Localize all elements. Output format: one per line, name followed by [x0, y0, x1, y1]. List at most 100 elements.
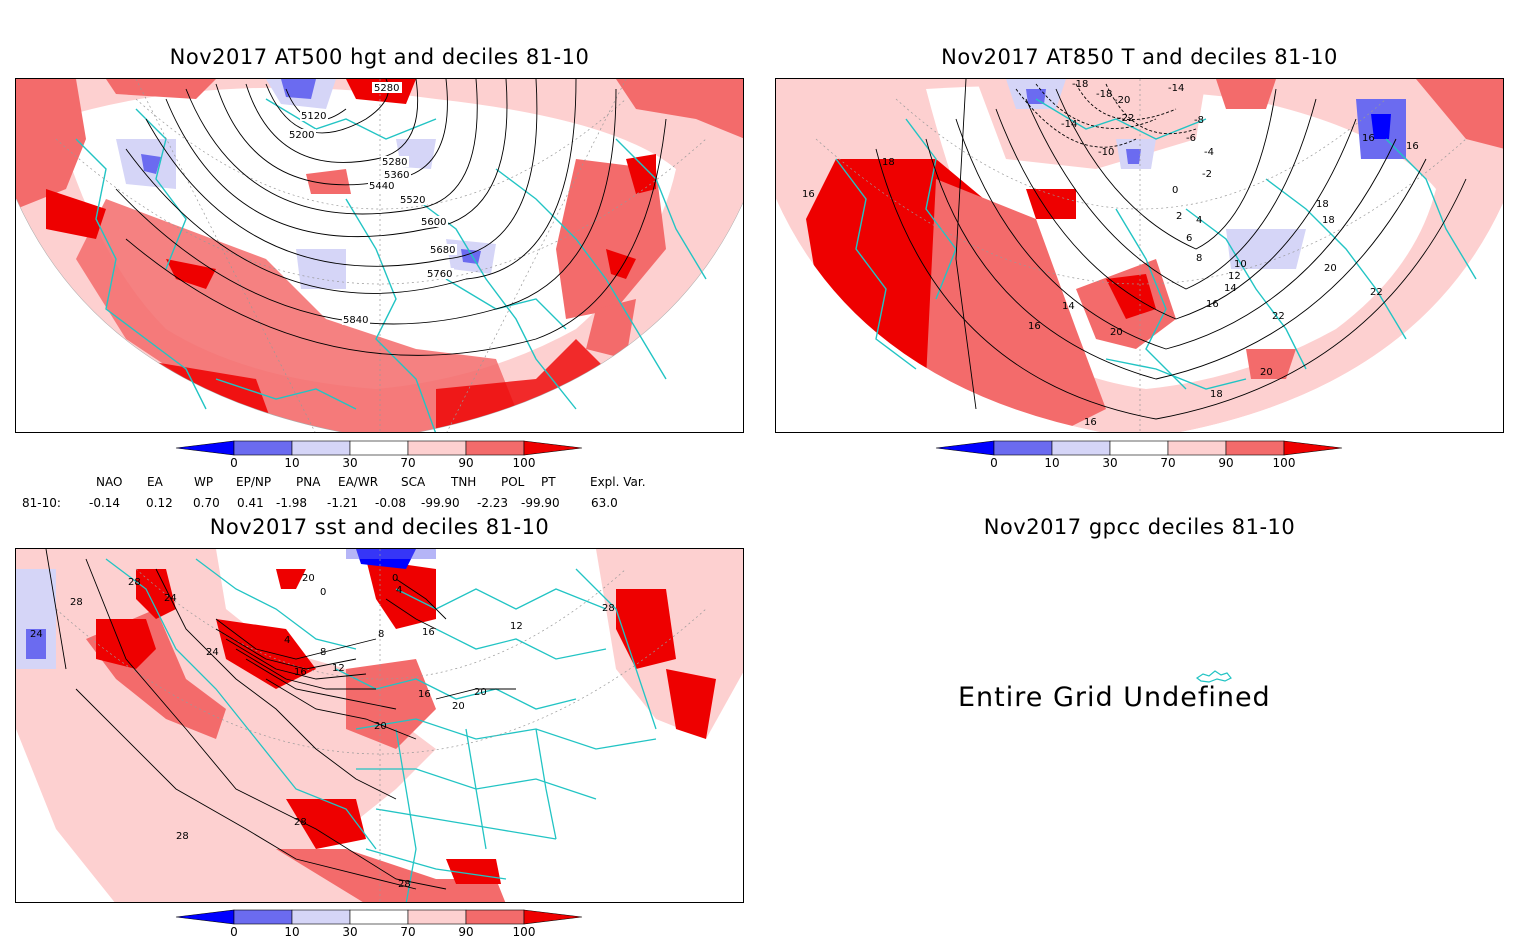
colorbar-tick-label: 30: [342, 925, 357, 939]
index-value: -1.98: [276, 496, 308, 510]
colorbar-tick-label: 90: [458, 925, 473, 939]
panel-title-gpcc: Nov2017 gpcc deciles 81-10: [983, 515, 1296, 539]
t850-contour-label: -10: [1098, 147, 1114, 158]
sst-contour-label: 16: [294, 667, 307, 678]
colorbar-segment: [407, 909, 467, 925]
index-header: PNA: [296, 475, 321, 489]
t850-contour-label: 0: [1172, 185, 1178, 196]
colorbar-segment: [349, 440, 409, 456]
z500-contour-label: 5440: [369, 181, 394, 192]
index-value: -0.08: [375, 496, 407, 510]
colorbar-segment: [465, 909, 525, 925]
z500-contour-label: 5200: [289, 130, 314, 141]
colorbar-tick-label: 90: [1218, 456, 1233, 470]
z500-contour-label: 5280: [374, 83, 399, 94]
index-header: EP/NP: [236, 475, 272, 489]
t850-contour-label: 18: [1316, 199, 1329, 210]
index-value: 63.0: [591, 496, 618, 510]
colorbar-tick-label: 100: [1273, 456, 1296, 470]
colorbar-tick-label: 100: [513, 925, 536, 939]
z500-contour-label: 5760: [427, 269, 452, 280]
colorbar-segment: [1167, 440, 1227, 456]
t850-contour-label: 16: [1084, 417, 1097, 428]
index-row-label: 81-10:: [22, 496, 61, 510]
t850-contour-label: 16: [1362, 133, 1375, 144]
t850-contour-label: -18: [1072, 79, 1088, 90]
sst-contour-label: 0: [320, 587, 326, 598]
t850-contour-label: -14: [1168, 83, 1184, 94]
colorbar-tick-label: 10: [1044, 456, 1059, 470]
colorbar-t850: 0 10 30 70 90 100: [935, 440, 1343, 470]
index-value: 0.12: [146, 496, 173, 510]
t850-contour-label: -2: [1202, 169, 1212, 180]
panel-title-z500: Nov2017 AT500 hgt and deciles 81-10: [169, 45, 590, 69]
sst-contour-label: 4: [284, 635, 290, 646]
index-header: PT: [541, 475, 556, 489]
sst-contour-label: 28: [294, 817, 307, 828]
colorbar-segment: [349, 909, 409, 925]
colorbar-tick-label: 0: [230, 456, 238, 470]
map-t850: -18 -18 -20 -14 -14 -22 -8 -6 -10 -4 -2 …: [776, 79, 1503, 432]
index-header: NAO: [96, 475, 123, 489]
t850-contour-label: 6: [1186, 233, 1192, 244]
t850-contour-label: -4: [1204, 147, 1214, 158]
map-panel-sst: 28 28 24 24 20 0 0 4 4 8 8 12 16 16 20 2…: [15, 548, 744, 903]
t850-contour-label: 16: [802, 189, 815, 200]
sst-contour-label: 24: [164, 593, 177, 604]
t850-contour-label: 22: [1370, 287, 1383, 298]
z500-contour-label: 5120: [301, 111, 326, 122]
t850-contour-label: 16: [1406, 141, 1419, 152]
sst-contour-label: 28: [176, 831, 189, 842]
map-panel-z500: 5280 5120 5200 5280 5360 5440 5520 5600 …: [15, 78, 744, 433]
sst-contour-label: 20: [474, 687, 487, 698]
colorbar-tick-label: 30: [1102, 456, 1117, 470]
index-value: 0.41: [237, 496, 264, 510]
colorbar-tick-label: 70: [400, 925, 415, 939]
colorbar-segment: [465, 440, 525, 456]
colorbar-sst: 0 10 30 70 90 100: [175, 909, 583, 939]
colorbar-tick-label: 100: [513, 456, 536, 470]
colorbar-tick-label: 10: [284, 925, 299, 939]
colorbar-segment: [233, 440, 293, 456]
colorbar-tick-label: 0: [230, 925, 238, 939]
sst-contour-label: 20: [302, 573, 315, 584]
t850-contour-label: 14: [1062, 301, 1075, 312]
sst-contour-label: 16: [418, 689, 431, 700]
colorbar-segment: [233, 909, 293, 925]
sst-contour-label: 20: [374, 721, 387, 732]
sst-contour-label: 24: [206, 647, 219, 658]
colorbar-segment: [1051, 440, 1111, 456]
sst-contour-label: 8: [320, 647, 326, 658]
colorbar-segment: [175, 440, 235, 456]
z500-contour-label: 5520: [400, 195, 425, 206]
t850-contour-label: 14: [1224, 283, 1237, 294]
map-sst: 28 28 24 24 20 0 0 4 4 8 8 12 16 16 20 2…: [16, 549, 743, 902]
sst-contour-label: 16: [422, 627, 435, 638]
index-header: EA: [147, 475, 163, 489]
t850-contour-labels: -18 -18 -20 -14 -14 -22 -8 -6 -10 -4 -2 …: [802, 79, 1419, 428]
t850-contour-label: -14: [1061, 119, 1077, 130]
map-z500: 5280 5120 5200 5280 5360 5440 5520 5600 …: [16, 79, 743, 432]
colorbar-tick-label: 0: [990, 456, 998, 470]
t850-contour-label: 12: [1228, 271, 1241, 282]
t850-contour-label: 16: [1206, 299, 1219, 310]
sst-contour-label: 12: [332, 663, 345, 674]
colorbar-segment: [993, 440, 1053, 456]
colorbar-z500: 0 10 30 70 90 100: [175, 440, 583, 470]
t850-contour-label: 20: [1324, 263, 1337, 274]
index-value: -99.90: [421, 496, 460, 510]
t850-contour-label: 20: [1260, 367, 1273, 378]
colorbar-segment: [291, 440, 351, 456]
panel-title-sst: Nov2017 sst and deciles 81-10: [209, 515, 550, 539]
sst-contour-label: 28: [128, 577, 141, 588]
index-header: EA/WR: [338, 475, 379, 489]
index-header: WP: [194, 475, 214, 489]
coastline-fragment: [1195, 670, 1232, 683]
t850-contour-label: -20: [1114, 95, 1130, 106]
t850-contour-label: 20: [1110, 327, 1123, 338]
sst-contour-label: 28: [70, 597, 83, 608]
t850-contour-label: 18: [882, 157, 895, 168]
t850-contour-label: -18: [1096, 89, 1112, 100]
t850-contour-label: -8: [1194, 115, 1204, 126]
sst-contour-label: 12: [510, 621, 523, 632]
